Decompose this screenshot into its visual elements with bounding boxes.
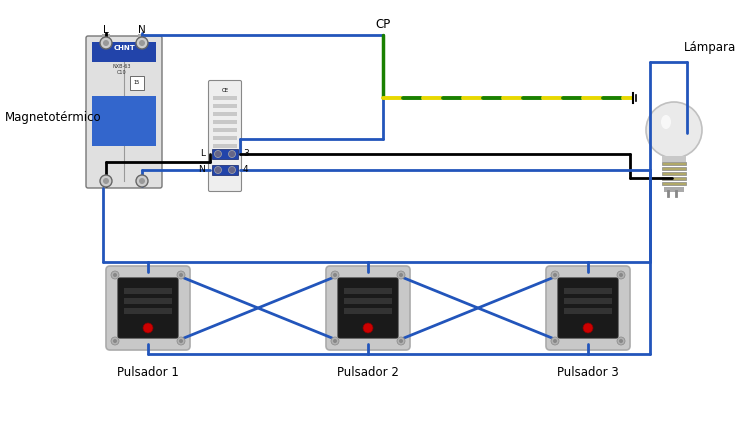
Text: 15: 15 [134, 81, 140, 86]
Bar [92, 42, 156, 62]
Circle shape [113, 339, 117, 343]
Bar [124, 308, 172, 314]
Text: N: N [138, 25, 146, 35]
Circle shape [397, 337, 405, 345]
FancyBboxPatch shape [326, 266, 410, 350]
FancyBboxPatch shape [338, 278, 398, 338]
Circle shape [646, 102, 702, 158]
Circle shape [139, 40, 145, 46]
Bar [662, 172, 686, 175]
Text: 4: 4 [243, 165, 249, 175]
Text: C10: C10 [117, 70, 127, 75]
Text: CP: CP [376, 18, 391, 32]
Bar [213, 112, 237, 116]
Bar [564, 308, 612, 314]
Circle shape [139, 178, 145, 184]
Circle shape [399, 273, 403, 277]
Circle shape [177, 271, 185, 279]
Circle shape [331, 337, 339, 345]
Bar [213, 128, 237, 132]
Text: L: L [103, 25, 109, 35]
Text: Magnetotérmico: Magnetotérmico [5, 112, 102, 124]
Circle shape [399, 339, 403, 343]
Bar [344, 298, 392, 304]
Bar [130, 76, 144, 90]
FancyBboxPatch shape [208, 81, 241, 192]
Bar [212, 149, 238, 159]
Bar [662, 162, 686, 165]
Circle shape [331, 271, 339, 279]
Bar [124, 298, 172, 304]
Bar [662, 177, 686, 180]
Bar [92, 96, 156, 146]
FancyBboxPatch shape [546, 266, 630, 350]
FancyBboxPatch shape [558, 278, 618, 338]
Text: CHNT: CHNT [113, 45, 135, 51]
Circle shape [333, 273, 337, 277]
Circle shape [214, 167, 222, 173]
Bar [662, 156, 686, 162]
Circle shape [553, 273, 557, 277]
Circle shape [103, 40, 109, 46]
Bar [344, 288, 392, 294]
Circle shape [214, 150, 222, 158]
Circle shape [179, 273, 183, 277]
Circle shape [229, 167, 235, 173]
Circle shape [617, 271, 625, 279]
Circle shape [100, 175, 112, 187]
Ellipse shape [661, 115, 671, 129]
FancyBboxPatch shape [106, 266, 190, 350]
Circle shape [179, 339, 183, 343]
Bar [213, 144, 237, 148]
Bar [213, 152, 237, 156]
Text: CE: CE [221, 87, 229, 92]
FancyBboxPatch shape [86, 36, 162, 188]
Circle shape [136, 175, 148, 187]
Circle shape [113, 273, 117, 277]
Circle shape [111, 271, 119, 279]
Text: N: N [198, 165, 205, 175]
Text: Pulsador 2: Pulsador 2 [337, 366, 399, 380]
Bar [213, 136, 237, 140]
Bar [344, 308, 392, 314]
Circle shape [363, 323, 373, 333]
Circle shape [619, 273, 623, 277]
Circle shape [143, 323, 153, 333]
Bar [102, 34, 110, 42]
Circle shape [397, 271, 405, 279]
Circle shape [553, 339, 557, 343]
Circle shape [111, 337, 119, 345]
Text: Pulsador 3: Pulsador 3 [557, 366, 619, 380]
Text: 3: 3 [243, 150, 249, 158]
Circle shape [333, 339, 337, 343]
Circle shape [100, 37, 112, 49]
Bar [564, 288, 612, 294]
Bar [138, 34, 146, 42]
Circle shape [136, 37, 148, 49]
Bar [213, 120, 237, 124]
Circle shape [177, 337, 185, 345]
Text: L: L [200, 150, 205, 158]
Circle shape [229, 150, 235, 158]
Bar [213, 104, 237, 108]
Circle shape [551, 337, 559, 345]
Circle shape [617, 337, 625, 345]
Bar [664, 187, 684, 192]
Bar [662, 182, 686, 185]
Circle shape [619, 339, 623, 343]
Circle shape [583, 323, 593, 333]
Text: Pulsador 1: Pulsador 1 [117, 366, 179, 380]
Bar [213, 96, 237, 100]
Circle shape [551, 271, 559, 279]
Bar [662, 167, 686, 170]
Bar [124, 288, 172, 294]
Bar [212, 165, 238, 175]
Text: Lámpara: Lámpara [684, 41, 736, 55]
Bar [564, 298, 612, 304]
Text: NXB-63: NXB-63 [113, 63, 131, 69]
Circle shape [103, 178, 109, 184]
FancyBboxPatch shape [118, 278, 178, 338]
